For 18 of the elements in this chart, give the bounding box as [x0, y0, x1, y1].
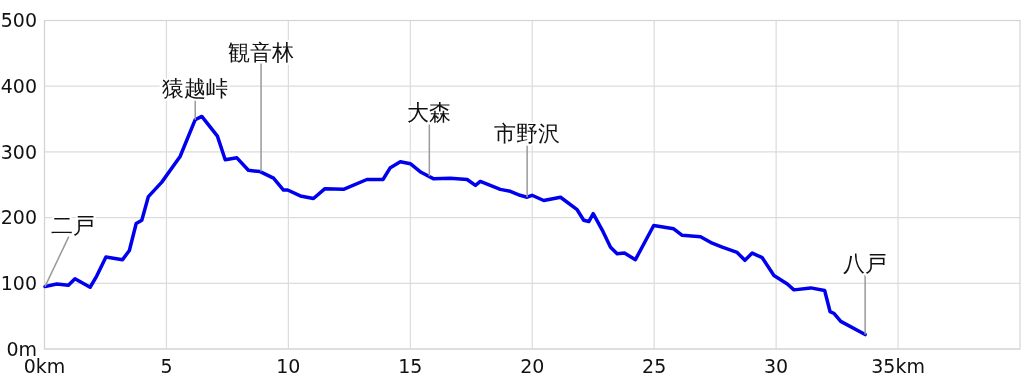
y-tick-label: 200: [0, 206, 37, 229]
x-tick-label: 20: [520, 355, 545, 377]
annotation: 猿越峠: [162, 75, 229, 101]
x-tick-label: 10: [276, 355, 301, 377]
x-tick-label: 25: [642, 355, 667, 377]
y-tick-label: 500: [0, 9, 37, 32]
x-tick-label: 5: [160, 355, 173, 377]
y-tick-label: 300: [0, 140, 37, 163]
x-tick-label: 30: [764, 355, 789, 377]
annotation: 市野沢: [494, 121, 561, 147]
x-tick-label: 35km: [871, 355, 925, 377]
annotation: 二戸: [50, 212, 95, 238]
y-tick-label: 100: [0, 271, 37, 294]
annotation: 観音林: [228, 39, 295, 65]
y-tick-label: 400: [0, 74, 37, 97]
x-tick-label: 15: [398, 355, 423, 377]
annotation: 八戸: [843, 250, 888, 276]
annotation: 大森: [407, 100, 452, 126]
